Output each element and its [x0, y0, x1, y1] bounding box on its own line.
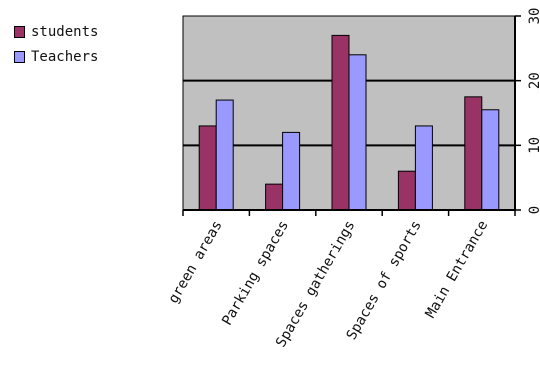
- y-tick-label: 20: [527, 72, 540, 89]
- bar-teachers-3: [414, 125, 433, 211]
- legend-label-teachers: Teachers: [31, 49, 99, 65]
- bar-students-0: [198, 125, 217, 211]
- bar-students-2: [331, 34, 350, 211]
- legend-swatch-students: [14, 26, 25, 38]
- x-tick-label: Spaces of sports: [344, 218, 425, 343]
- x-tick-label: green areas: [165, 218, 225, 306]
- bar-teachers-4: [481, 109, 500, 211]
- x-tick-label: Main Entrance: [423, 218, 492, 321]
- legend-swatch-teachers: [14, 51, 25, 63]
- legend-item-students: students: [14, 22, 98, 42]
- legend-item-teachers: Teachers: [14, 47, 98, 67]
- legend-label-students: students: [31, 24, 99, 40]
- bar-teachers-0: [215, 99, 234, 211]
- x-tick-label: Parking spaces: [219, 218, 292, 328]
- y-tick-label: 0: [527, 206, 540, 214]
- legend: students Teachers: [14, 22, 98, 72]
- bar-teachers-2: [348, 54, 367, 211]
- bar-teachers-1: [282, 131, 301, 211]
- bar-students-1: [265, 183, 284, 211]
- y-tick-label: 10: [527, 137, 540, 154]
- bar-students-4: [464, 96, 483, 211]
- bar-students-3: [397, 170, 416, 211]
- y-tick-label: 30: [527, 8, 540, 25]
